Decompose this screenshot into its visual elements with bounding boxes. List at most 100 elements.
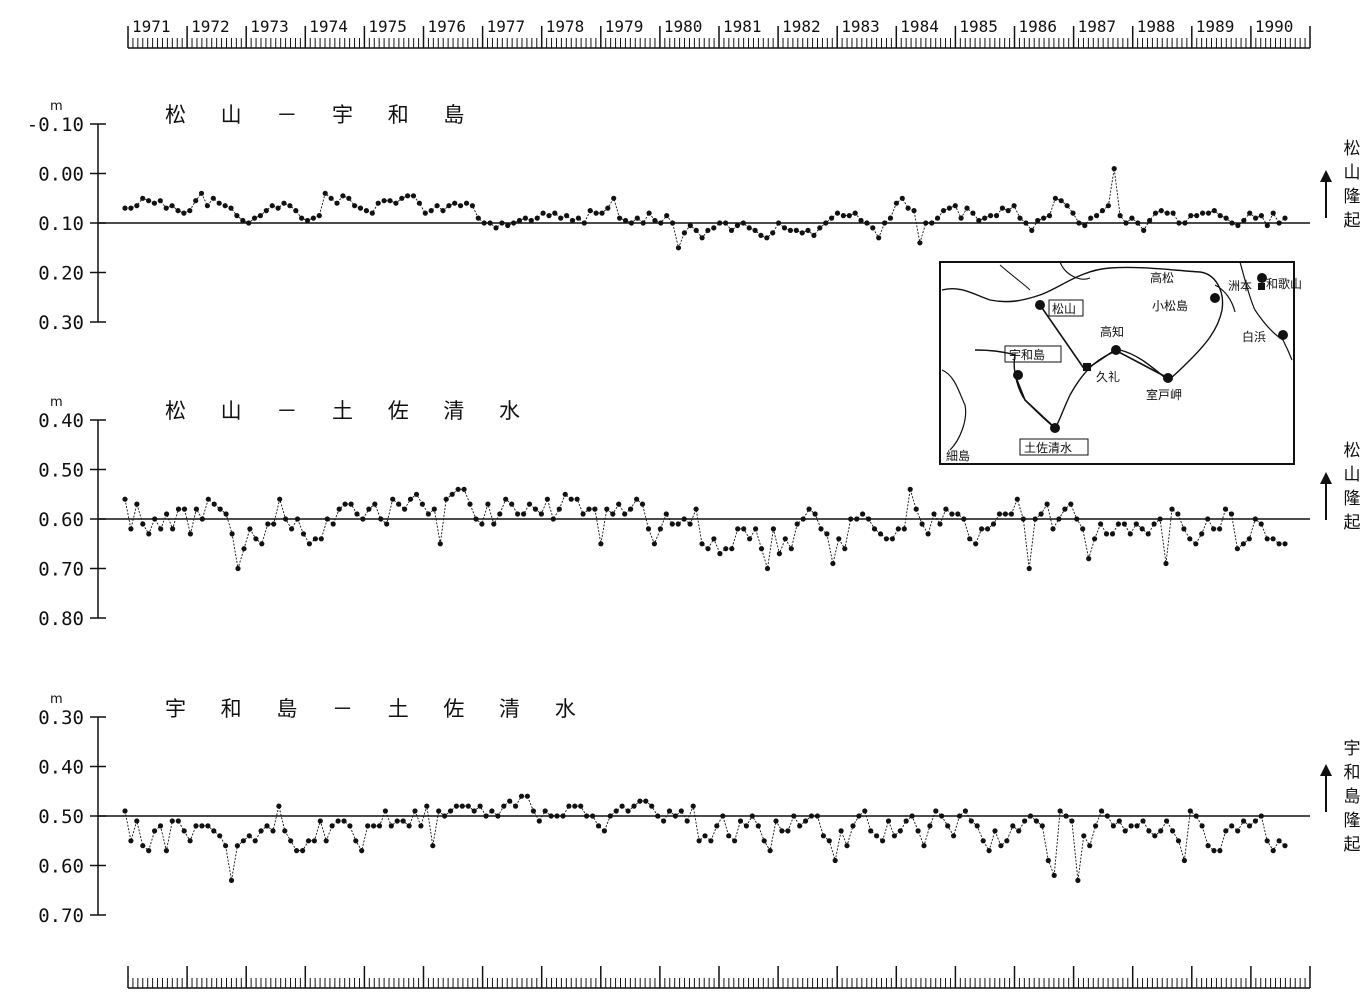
data-point [366,506,372,512]
data-point [347,823,353,829]
data-point [228,205,234,211]
data-point [312,536,318,542]
data-point [305,838,312,844]
data-point [152,516,158,522]
data-point [917,240,923,246]
data-point [300,531,307,537]
data-point [399,195,405,201]
data-point [1157,516,1163,522]
data-point [901,526,907,532]
data-point [711,536,717,542]
data-point [546,213,552,219]
data-point [945,823,951,829]
data-point [163,205,169,211]
data-point [477,803,483,809]
data-point [234,213,240,219]
data-point [696,838,702,844]
data-point [1270,848,1276,854]
data-point [824,531,830,537]
data-point [951,833,957,839]
data-point [526,501,533,507]
data-point [1253,215,1259,221]
data-point [556,506,562,512]
data-point [390,496,396,502]
data-point [1164,818,1170,824]
data-point [140,195,146,201]
data-point [883,536,890,542]
data-point [616,501,622,507]
data-point [752,227,758,233]
data-point [735,526,741,532]
y-tick-label: 0.20 [38,263,84,285]
data-point [158,526,164,532]
data-point [1200,210,1206,216]
data-point [322,190,328,196]
data-point [1115,521,1121,527]
data-point [530,808,537,814]
data-point [1129,215,1135,221]
data-point [705,227,711,233]
data-point [1046,213,1053,219]
side-label-char: 山 [1344,163,1361,183]
data-point [288,838,294,844]
data-point [299,215,305,221]
data-point [1228,511,1235,517]
panel-title: 宇 和 島 － 土 佐 清 水 [165,697,590,721]
data-point [693,506,699,512]
data-point [1139,526,1145,532]
data-point [222,203,228,209]
data-point [1176,220,1182,226]
side-label-char: 松 [1344,139,1361,159]
data-point [550,516,556,522]
data-point [877,531,884,537]
data-point [413,491,420,497]
data-point [681,516,687,522]
data-point [791,813,797,819]
data-point [640,220,646,226]
data-point [684,818,690,824]
data-point [699,541,705,547]
data-point [723,220,729,226]
uplift-arrow-head [1320,764,1332,776]
data-point [372,501,378,507]
data-point [193,198,199,204]
data-point [939,813,945,819]
y-tick-label: -0.10 [27,114,84,136]
data-point [1110,823,1116,829]
data-point [663,511,669,517]
data-point [371,823,377,829]
data-point [590,813,596,819]
data-point [442,813,448,819]
data-point [574,496,580,502]
leveling-route-south [1014,374,1056,429]
data-point [181,828,187,834]
data-point [586,506,592,512]
data-point [369,210,375,216]
data-point [289,526,295,532]
data-point [598,541,604,547]
data-point [773,818,779,824]
data-point [1163,560,1169,567]
kyushu-coastline [941,369,967,451]
data-point [328,195,334,201]
data-point [164,511,170,517]
data-point [973,541,979,547]
data-point [1199,531,1205,537]
data-point [134,818,140,824]
uplift-arrow-head [1320,170,1332,182]
data-point [587,208,593,214]
data-point [175,506,182,512]
data-point [974,823,980,829]
data-point [516,217,523,224]
data-point [799,230,805,236]
data-point [870,225,876,231]
data-point [336,506,342,512]
data-point [407,496,414,502]
data-point [471,808,477,814]
data-point [1229,823,1235,829]
side-label-char: 島 [1344,787,1361,807]
data-point [1086,556,1092,562]
data-point [387,198,393,204]
data-point [592,506,598,512]
data-point [829,215,835,221]
